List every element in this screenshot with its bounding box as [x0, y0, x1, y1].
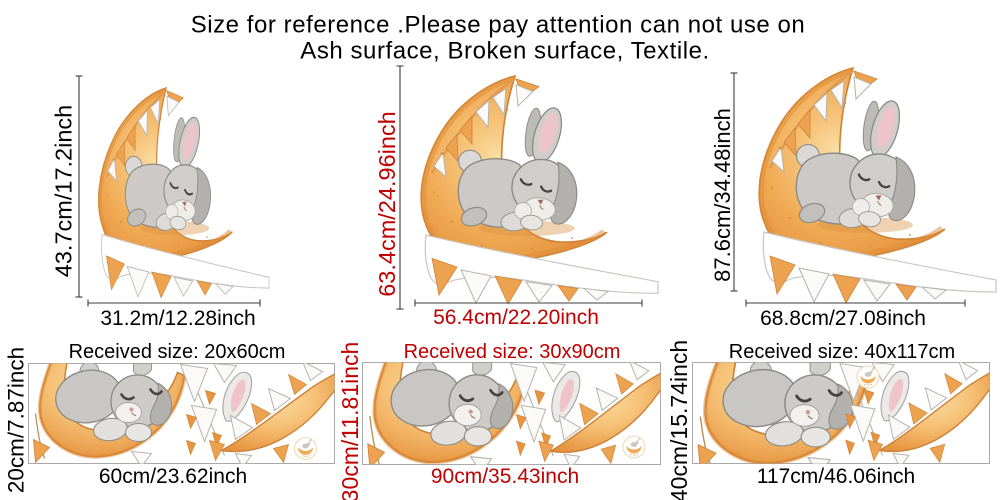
svg-text:43.7cm/17.2inch: 43.7cm/17.2inch — [51, 105, 77, 277]
svg-text:Received size: 30x90cm: Received size: 30x90cm — [404, 341, 621, 363]
svg-text:Ash surface, Broken surface, T: Ash surface, Broken surface, Textile. — [300, 38, 709, 65]
svg-text:31.2m/12.28inch: 31.2m/12.28inch — [100, 307, 255, 330]
svg-text:63.4cm/24.96inch: 63.4cm/24.96inch — [374, 111, 400, 297]
svg-text:117cm/46.06inch: 117cm/46.06inch — [757, 465, 915, 488]
svg-text:87.6cm/34.48inch: 87.6cm/34.48inch — [710, 108, 735, 282]
svg-text:Size for reference .Please pay: Size for reference .Please pay attention… — [191, 12, 806, 39]
svg-text:60cm/23.62inch: 60cm/23.62inch — [99, 465, 247, 488]
svg-text:Received size: 20x60cm: Received size: 20x60cm — [69, 341, 286, 363]
svg-text:30cm/11.81inch: 30cm/11.81inch — [337, 342, 363, 500]
svg-text:90cm/35.43inch: 90cm/35.43inch — [431, 465, 579, 488]
svg-text:40cm/15.74inch: 40cm/15.74inch — [666, 340, 692, 500]
svg-text:68.8cm/27.08inch: 68.8cm/27.08inch — [760, 307, 926, 330]
svg-text:20cm/7.87inch: 20cm/7.87inch — [4, 347, 29, 493]
svg-text:56.4cm/22.20inch: 56.4cm/22.20inch — [433, 306, 599, 329]
svg-text:Received size: 40x117cm: Received size: 40x117cm — [729, 341, 955, 363]
